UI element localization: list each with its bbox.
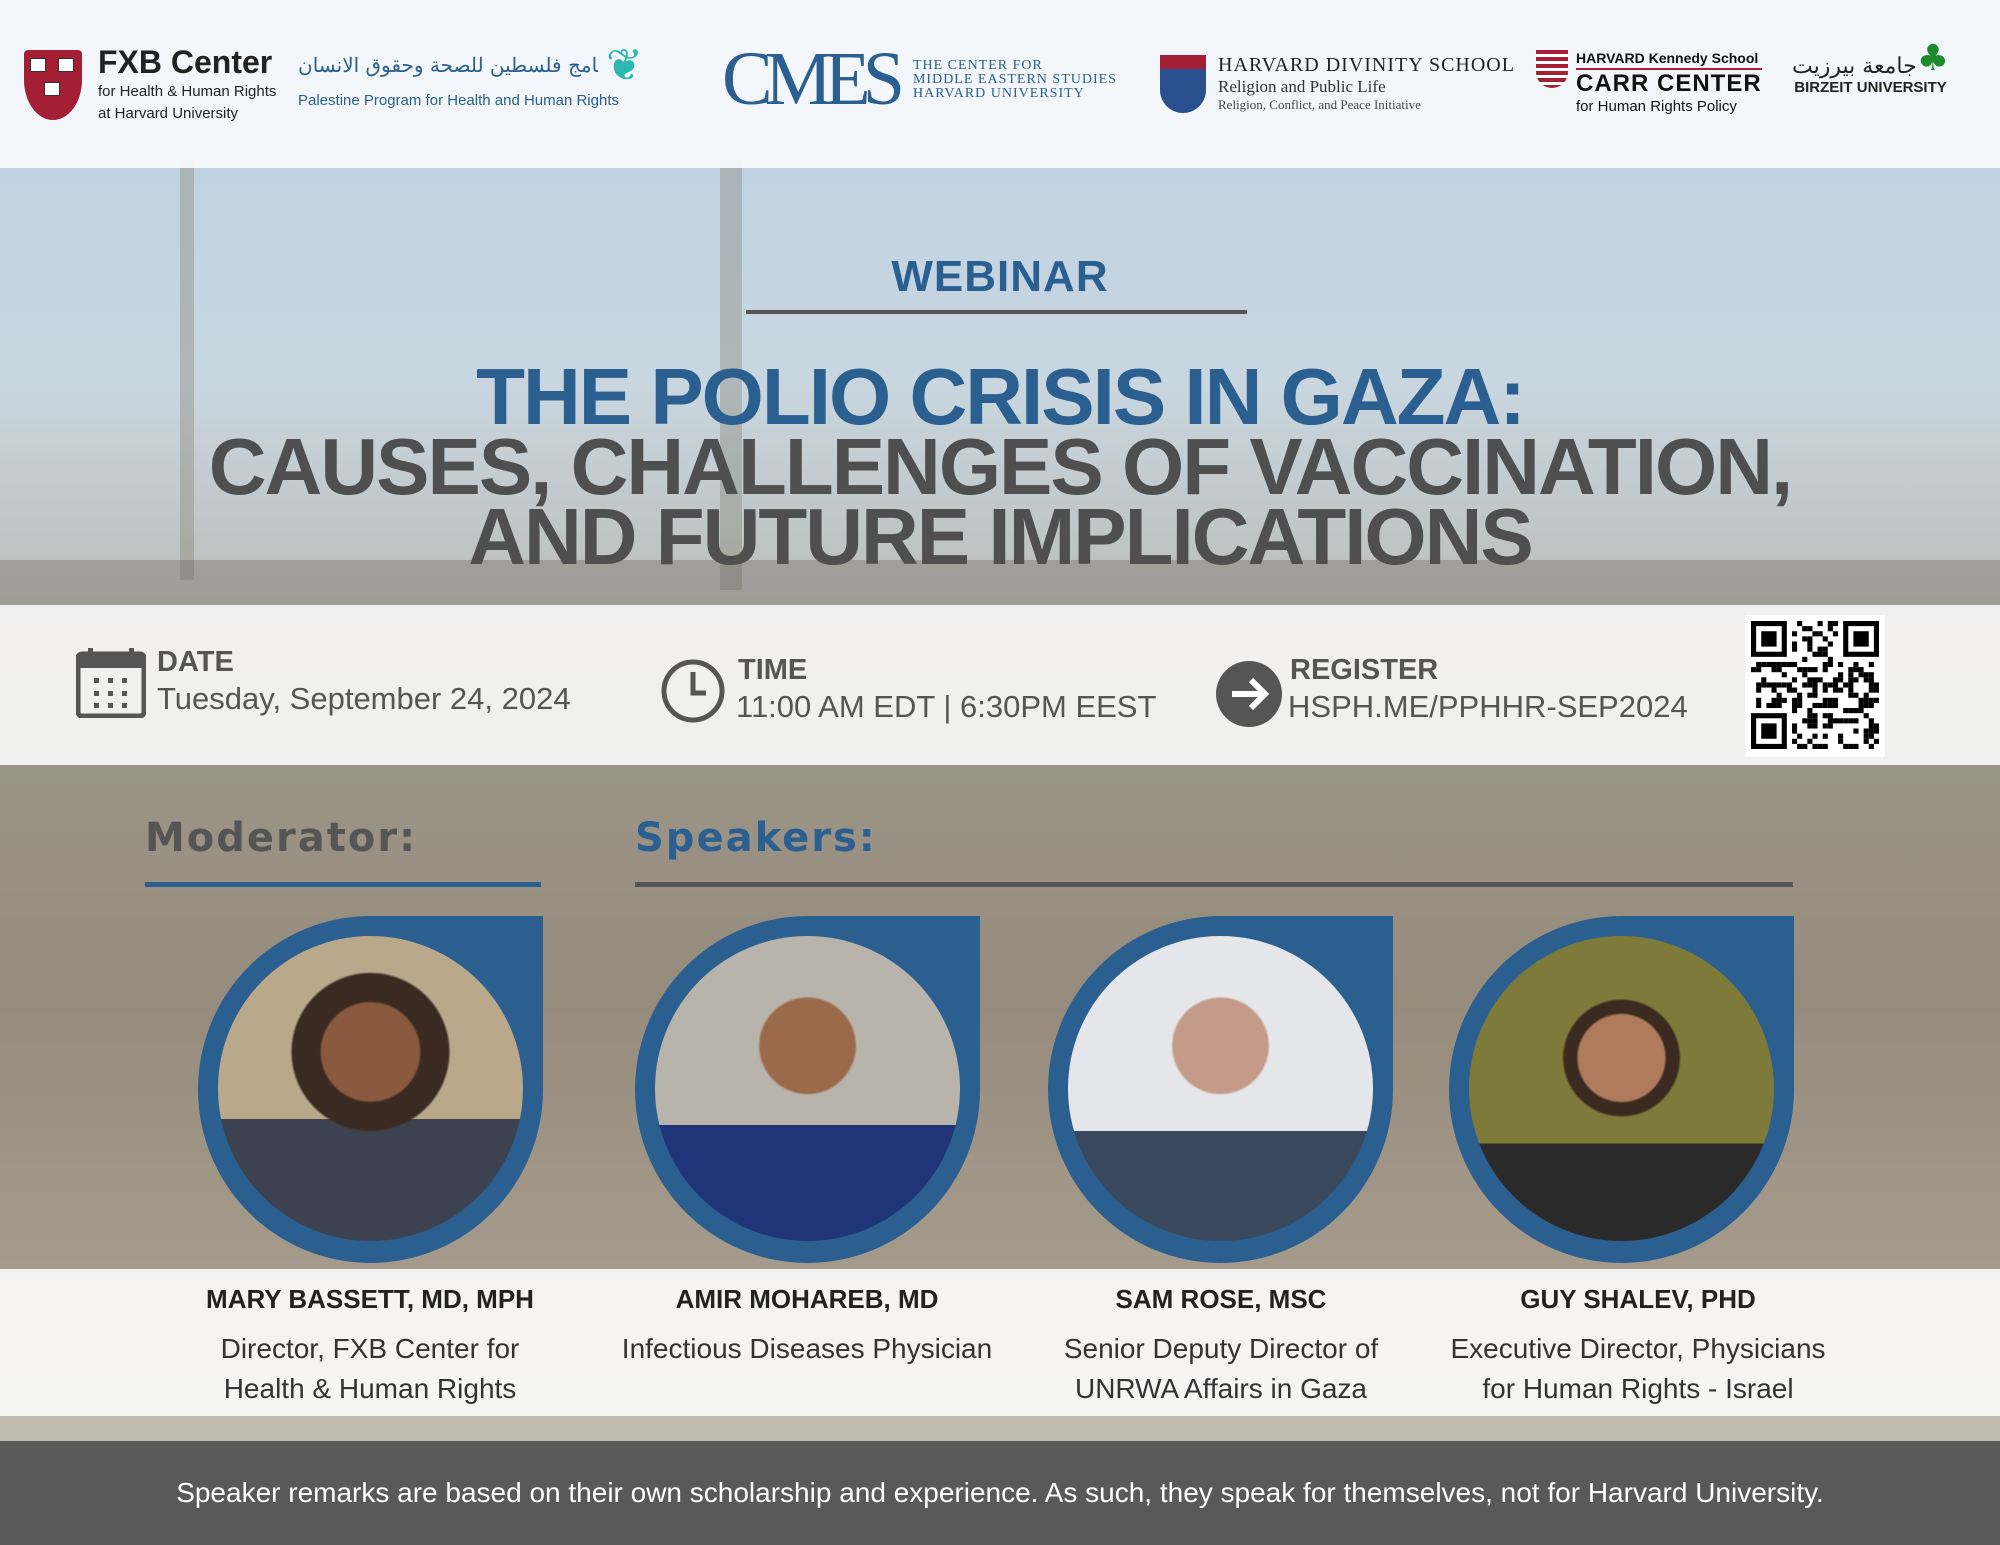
- guy-shalev-photo: [1469, 936, 1774, 1241]
- speakers-heading: Speakers:: [635, 815, 877, 861]
- person-name: GUY SHALEV, PHD: [1520, 1284, 1756, 1314]
- cmes-mark: CMES: [722, 37, 905, 121]
- background-photo: [720, 160, 742, 590]
- hds-line1: HARVARD DIVINITY SCHOOL: [1218, 54, 1515, 76]
- speaker-photo-frame: [1449, 916, 1794, 1263]
- person-amir-mohareb: AMIR MOHAREB, MD Infectious Diseases Phy…: [622, 1284, 992, 1369]
- carr-line3: for Human Rights Policy: [1576, 98, 1737, 115]
- speaker-names-band: [0, 1269, 2000, 1416]
- register-link[interactable]: HSPH.ME/PPHHR-SEP2024: [1288, 689, 1688, 724]
- birzeit-logo: جامعة بيرزيت ♣ BIRZEIT UNIVERSITY: [1792, 38, 1949, 96]
- fxb-line2: at Harvard University: [98, 105, 239, 122]
- birzeit-english: BIRZEIT UNIVERSITY: [1794, 79, 1947, 96]
- hks-shield-icon: [1536, 50, 1568, 88]
- title-line-1: THE POLIO CRISIS IN GAZA:: [476, 352, 1526, 441]
- person-role: for Human Rights - Israel: [1482, 1373, 1794, 1404]
- cmes-line2: MIDDLE EASTERN STUDIES: [912, 71, 1117, 87]
- event-type: WEBINAR: [891, 252, 1109, 301]
- person-role: Infectious Diseases Physician: [621, 1333, 993, 1364]
- time-value: 11:00 AM EDT | 6:30PM EEST: [736, 689, 1157, 724]
- person-sam-rose: SAM ROSE, MSC Senior Deputy Director of …: [1064, 1284, 1378, 1409]
- person-name: AMIR MOHAREB, MD: [675, 1284, 939, 1314]
- date-value: Tuesday, September 24, 2024: [157, 681, 571, 716]
- speakers-divider: [635, 882, 1793, 887]
- olive-tree-icon: ♣: [1916, 38, 1950, 79]
- speaker-photo-frame: [1048, 916, 1393, 1263]
- fxb-line1: for Health & Human Rights: [98, 83, 277, 100]
- person-guy-shalev: GUY SHALEV, PHD Executive Director, Phys…: [1450, 1284, 1825, 1409]
- fxb-title: FXB Center: [98, 44, 273, 80]
- hds-shield-icon: [1160, 54, 1206, 113]
- mary-bassett-photo: [218, 936, 523, 1241]
- title-line-2: CAUSES, CHALLENGES OF VACCINATION,: [208, 422, 1793, 511]
- partner-logos-header: FXB Center for Health & Human Rights at …: [0, 0, 2000, 168]
- person-name: SAM ROSE, MSC: [1115, 1284, 1327, 1314]
- speaker-photo-frame: [635, 916, 980, 1263]
- hds-line3: Religion, Conflict, and Peace Initiative: [1218, 97, 1421, 112]
- hds-line2: Religion and Public Life: [1218, 77, 1386, 96]
- carr-line1: HARVARD Kennedy School: [1576, 50, 1762, 70]
- ppphr-logo: برنامج فلسطين للصحة وحقوق الانسان ❦ Pale…: [298, 38, 643, 110]
- sam-rose-photo: [1068, 936, 1373, 1241]
- webinar-divider: [746, 310, 1247, 314]
- title-line-3: AND FUTURE IMPLICATIONS: [468, 492, 1534, 581]
- calendar-icon: [76, 648, 146, 718]
- registration-qr-code[interactable]: [1745, 615, 1885, 757]
- cmes-line3: HARVARD UNIVERSITY: [912, 85, 1085, 101]
- arrow-right-circle-icon: [1216, 661, 1282, 727]
- event-info-bar: [0, 605, 2000, 765]
- register-label: REGISTER: [1290, 654, 1439, 686]
- cmes-line1: THE CENTER FOR: [912, 57, 1043, 73]
- moderator-divider: [145, 882, 541, 887]
- person-role: UNRWA Affairs in Gaza: [1074, 1373, 1368, 1404]
- background-photo: [180, 160, 194, 580]
- person-role: Executive Director, Physicians: [1450, 1333, 1826, 1364]
- moderator-heading: Moderator:: [145, 815, 418, 861]
- clock-icon: [661, 659, 725, 723]
- amir-mohareb-photo: [655, 936, 960, 1241]
- fxb-logo: FXB Center for Health & Human Rights at …: [24, 44, 276, 125]
- carr-line2: CARR CENTER: [1576, 70, 1762, 97]
- olive-branch-icon: ❦: [606, 39, 643, 91]
- moderator-photo-frame: [198, 916, 543, 1263]
- time-label: TIME: [738, 654, 808, 686]
- disclaimer-footer: Speaker remarks are based on their own s…: [0, 1441, 2000, 1545]
- hds-logo: HARVARD DIVINITY SCHOOL Religion and Pub…: [1160, 54, 1515, 113]
- person-mary-bassett: MARY BASSETT, MD, MPH Director, FXB Cent…: [206, 1284, 534, 1409]
- carr-center-logo: HARVARD Kennedy School CARR CENTER for H…: [1536, 50, 1762, 115]
- harvard-shield-icon: [24, 49, 82, 120]
- person-name: MARY BASSETT, MD, MPH: [206, 1284, 534, 1314]
- cmes-logo: CMES THE CENTER FOR MIDDLE EASTERN STUDI…: [722, 36, 1117, 123]
- person-role: Health & Human Rights: [223, 1373, 517, 1404]
- birzeit-arabic: جامعة بيرزيت: [1792, 54, 1917, 79]
- date-label: DATE: [157, 646, 234, 678]
- ppphr-arabic: برنامج فلسطين للصحة وحقوق الانسان: [298, 53, 598, 77]
- ppphr-english: Palestine Program for Health and Human R…: [298, 92, 619, 109]
- person-role: Director, FXB Center for: [220, 1333, 520, 1364]
- person-role: Senior Deputy Director of: [1063, 1333, 1379, 1364]
